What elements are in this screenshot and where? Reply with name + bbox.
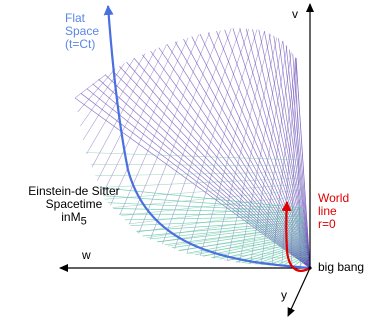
mesh-line [75, 74, 106, 98]
spacetime-label: Einstein-de Sitter Spacetime inM5 [14, 185, 134, 228]
w-axis-label: w [82, 249, 91, 262]
big-bang-label: big bang [318, 261, 364, 274]
m-subscript: 5 [81, 215, 87, 227]
flat-space-label: Flat Space (t=Ct) [65, 12, 99, 51]
mesh-line [108, 203, 303, 212]
spacetime-line-3: inM5 [14, 211, 134, 228]
mesh-line [83, 58, 134, 140]
mesh-line [80, 63, 124, 126]
y-axis [288, 268, 310, 316]
v-axis-label: v [292, 8, 298, 21]
world-line-label: World line r=0 [318, 192, 349, 231]
mesh-line [110, 38, 188, 206]
surface-mesh [75, 28, 310, 268]
in-m-text: inM [61, 210, 80, 224]
y-axis-label: y [281, 289, 287, 302]
big-bang-point [308, 266, 311, 269]
flat-space-line-3: (t=Ct) [65, 38, 99, 51]
mesh-line [129, 32, 209, 224]
world-line-line-3: r=0 [318, 218, 349, 231]
